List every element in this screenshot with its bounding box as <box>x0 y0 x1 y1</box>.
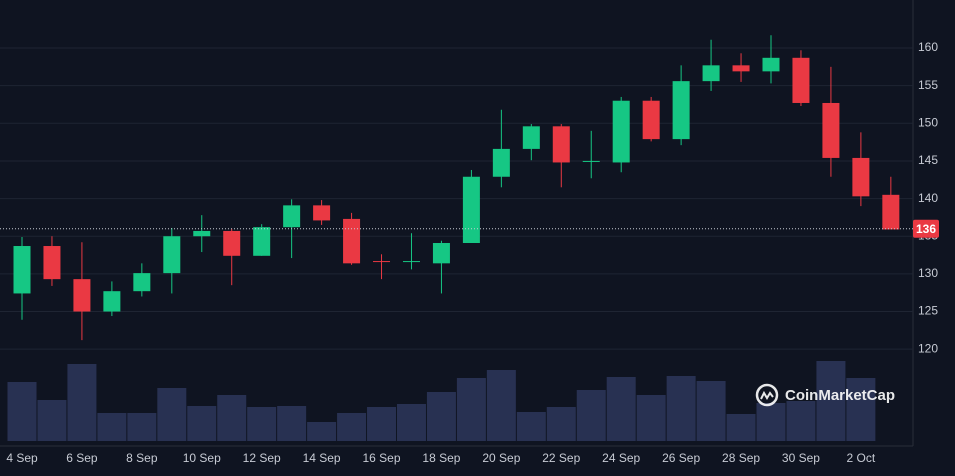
x-tick-label: 28 Sep <box>722 451 760 465</box>
candle-body <box>13 246 31 294</box>
candle-body <box>283 205 301 228</box>
volume-bar <box>247 407 277 441</box>
volume-bar <box>426 392 456 441</box>
volume-bar <box>97 413 127 441</box>
y-tick-label: 160 <box>918 40 938 54</box>
candle-body <box>672 81 690 140</box>
candle-body <box>103 291 121 312</box>
volume-bar <box>187 406 217 441</box>
candle-body <box>852 157 870 197</box>
volume-bar <box>7 382 37 441</box>
candle-body <box>373 261 391 263</box>
volume-bar <box>396 404 426 441</box>
candle-body <box>43 246 61 280</box>
candle-body <box>402 261 420 263</box>
candle-body <box>642 100 660 140</box>
watermark-logo <box>755 383 779 407</box>
y-tick-label: 145 <box>918 153 938 167</box>
candle-body <box>223 230 241 256</box>
volume-bar <box>696 381 726 441</box>
candle-body <box>582 160 600 162</box>
current-price-box <box>913 219 939 238</box>
candle-body <box>432 243 450 264</box>
candle-body <box>522 126 540 149</box>
y-tick-label: 150 <box>918 115 938 129</box>
x-tick-label: 30 Sep <box>782 451 820 465</box>
volume-bar <box>127 413 157 441</box>
volume-bar <box>307 422 337 441</box>
volume-bar <box>37 400 67 441</box>
y-tick-label: 130 <box>918 266 938 280</box>
y-tick-label: 125 <box>918 304 938 318</box>
candle-body <box>133 273 151 292</box>
candle-body <box>253 227 271 256</box>
volume-bar <box>486 370 516 441</box>
volume-bar <box>456 378 486 441</box>
candle-body <box>762 57 780 72</box>
x-tick-label: 14 Sep <box>303 451 341 465</box>
volume-bar <box>726 414 756 441</box>
volume-bar <box>516 412 546 441</box>
x-tick-label: 6 Sep <box>66 451 98 465</box>
x-tick-label: 26 Sep <box>662 451 700 465</box>
x-tick-label: 10 Sep <box>183 451 221 465</box>
candle-body <box>552 126 570 163</box>
candle-body <box>73 279 91 312</box>
candle-body <box>462 176 480 244</box>
volume-bar <box>67 364 97 441</box>
volume-bar <box>756 403 786 441</box>
x-tick-label: 18 Sep <box>422 451 460 465</box>
volume-bar <box>846 378 876 441</box>
x-tick-label: 20 Sep <box>482 451 520 465</box>
candle-body <box>343 218 361 264</box>
candle-body <box>492 148 510 177</box>
volume-bar <box>576 390 606 441</box>
volume-bar <box>337 413 367 441</box>
x-tick-label: 8 Sep <box>126 451 158 465</box>
x-tick-label: 4 Sep <box>6 451 38 465</box>
x-tick-label: 22 Sep <box>542 451 580 465</box>
volume-bar <box>217 395 247 441</box>
volume-bar <box>546 407 576 441</box>
x-tick-label: 16 Sep <box>362 451 400 465</box>
x-tick-label: 24 Sep <box>602 451 640 465</box>
volume-bar <box>606 377 636 441</box>
candle-body <box>193 230 211 237</box>
volume-bar <box>367 407 397 441</box>
y-tick-label: 140 <box>918 191 938 205</box>
x-tick-label: 2 Oct <box>847 451 876 465</box>
candle-body <box>163 236 181 274</box>
candle-body <box>792 57 810 103</box>
volume-bar <box>636 395 666 441</box>
candle-body <box>732 65 750 72</box>
candle-body <box>822 102 840 158</box>
y-tick-label: 120 <box>918 341 938 355</box>
volume-bar <box>786 401 816 441</box>
volume-bar <box>277 406 307 441</box>
candle-body <box>882 194 900 230</box>
volume-bar <box>666 376 696 441</box>
watermark: CoinMarketCap <box>785 387 895 404</box>
x-tick-label: 12 Sep <box>243 451 281 465</box>
current-price-label: 136 <box>916 222 936 236</box>
candle-body <box>313 205 331 221</box>
volume-bar <box>157 388 187 441</box>
candle-body <box>612 100 630 163</box>
y-tick-label: 155 <box>918 78 938 92</box>
volume-bar <box>816 361 846 441</box>
candle-body <box>702 65 720 82</box>
